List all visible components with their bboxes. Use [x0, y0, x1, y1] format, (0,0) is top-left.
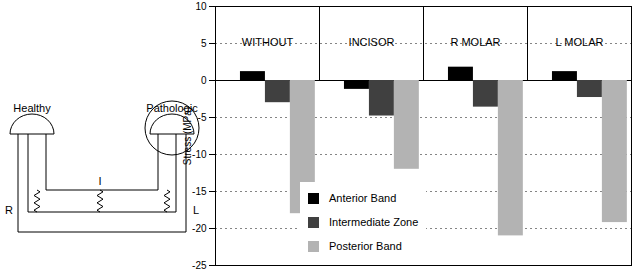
svg-text:L MOLAR: L MOLAR: [556, 36, 604, 48]
html-text:Intermediate Zone: Intermediate Zone: [329, 216, 419, 228]
svg-text:Stress (MPa): Stress (MPa): [182, 107, 193, 165]
svg-text:R MOLAR: R MOLAR: [450, 36, 500, 48]
svg-text:-25: -25: [192, 260, 207, 271]
svg-text:0: 0: [201, 75, 207, 86]
svg-text:L: L: [193, 204, 199, 216]
html-text:Posterior Band: Posterior Band: [329, 240, 402, 252]
svg-text:Healthy: Healthy: [13, 102, 51, 114]
svg-text:Pathologic: Pathologic: [146, 102, 198, 114]
svg-text:WITHOUT: WITHOUT: [242, 36, 294, 48]
svg-text:-5: -5: [198, 112, 207, 123]
svg-text:10: 10: [195, 1, 207, 12]
svg-text:I: I: [98, 175, 101, 187]
svg-text:R: R: [5, 204, 13, 216]
svg-text:-20: -20: [192, 223, 207, 234]
svg-text:-10: -10: [192, 149, 207, 160]
svg-text:5: 5: [201, 38, 207, 49]
svg-text:-15: -15: [192, 186, 207, 197]
svg-text:INCISOR: INCISOR: [349, 36, 395, 48]
html-text:Anterior Band: Anterior Band: [329, 192, 397, 204]
